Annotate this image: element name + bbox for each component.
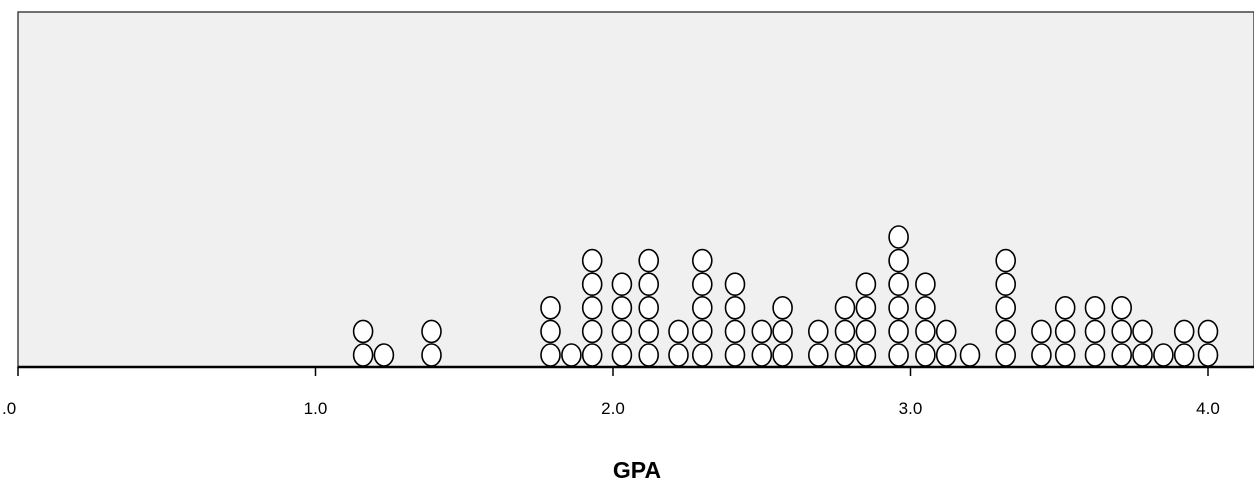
data-point (1031, 319, 1052, 344)
x-tick-label: 3.0 (899, 399, 923, 418)
data-point (855, 272, 877, 297)
data-point (888, 319, 909, 344)
data-point (1132, 343, 1153, 367)
data-point (668, 343, 689, 367)
data-point (1054, 295, 1076, 320)
data-point (540, 295, 561, 320)
data-point (751, 319, 773, 344)
data-point (888, 295, 909, 320)
data-point (373, 343, 395, 367)
data-point (995, 272, 1017, 297)
data-point (691, 295, 713, 320)
data-point (1031, 343, 1052, 367)
data-point (1084, 295, 1106, 320)
data-point (581, 319, 603, 344)
data-point (668, 319, 689, 344)
x-axis-ticks: .0 1.0 2.0 3.0 4.0 (2, 367, 1220, 418)
data-point (855, 295, 877, 320)
data-point (421, 319, 442, 344)
data-point (352, 319, 374, 344)
data-point (638, 295, 660, 320)
data-point (724, 319, 746, 344)
data-point (915, 272, 936, 297)
data-point (581, 343, 603, 367)
data-point (935, 319, 957, 344)
data-point (1111, 343, 1132, 367)
data-point (611, 319, 633, 344)
data-point (915, 343, 936, 367)
data-point (638, 343, 660, 367)
x-tick-label: 1.0 (304, 399, 328, 418)
data-point (1173, 343, 1195, 367)
data-point (834, 319, 856, 344)
data-point (772, 343, 793, 367)
data-point (581, 295, 603, 320)
data-point (1111, 319, 1132, 344)
data-point (888, 225, 909, 249)
data-point (724, 295, 746, 320)
data-point (995, 319, 1017, 344)
plot-area (17, 11, 1254, 368)
data-point (1173, 319, 1195, 344)
data-point (691, 248, 713, 273)
data-point (995, 343, 1017, 367)
data-point (561, 343, 582, 367)
data-point (638, 272, 660, 297)
data-point (540, 319, 561, 344)
data-point (1197, 343, 1219, 367)
data-point (807, 343, 829, 367)
data-point (1197, 319, 1219, 344)
data-point (581, 272, 603, 297)
data-point (1153, 343, 1174, 367)
data-point (691, 319, 713, 344)
x-tick-label: 4.0 (1196, 399, 1220, 418)
data-point (421, 343, 442, 367)
data-point (1084, 319, 1106, 344)
data-point (855, 343, 877, 367)
data-point (638, 248, 660, 273)
data-point (995, 295, 1017, 320)
data-point (959, 343, 981, 367)
data-point (1132, 319, 1153, 344)
data-point (581, 248, 603, 273)
data-point (1054, 343, 1076, 367)
data-point (807, 319, 829, 344)
data-point (772, 295, 793, 320)
data-point (1084, 343, 1106, 367)
data-point (352, 343, 374, 367)
data-point (888, 343, 909, 367)
data-point (611, 272, 633, 297)
x-axis-title: GPA (613, 457, 661, 483)
data-point (751, 343, 773, 367)
data-point (1111, 295, 1132, 320)
data-point (611, 343, 633, 367)
data-point (691, 272, 713, 297)
data-point (638, 319, 660, 344)
data-point (915, 319, 936, 344)
data-point (691, 343, 713, 367)
data-point (915, 295, 936, 320)
data-point (724, 272, 746, 297)
data-point (834, 343, 856, 367)
data-point (855, 319, 877, 344)
data-point (834, 295, 856, 320)
data-point (611, 295, 633, 320)
data-point (772, 319, 793, 344)
data-point (888, 248, 909, 273)
data-point (935, 343, 957, 367)
data-point (995, 248, 1017, 273)
data-point (540, 343, 561, 367)
data-point (1054, 319, 1076, 344)
data-point (724, 343, 746, 367)
x-tick-label: 2.0 (601, 399, 625, 418)
x-tick-label: .0 (2, 399, 16, 418)
data-point (888, 272, 909, 297)
data-points (352, 225, 1219, 367)
